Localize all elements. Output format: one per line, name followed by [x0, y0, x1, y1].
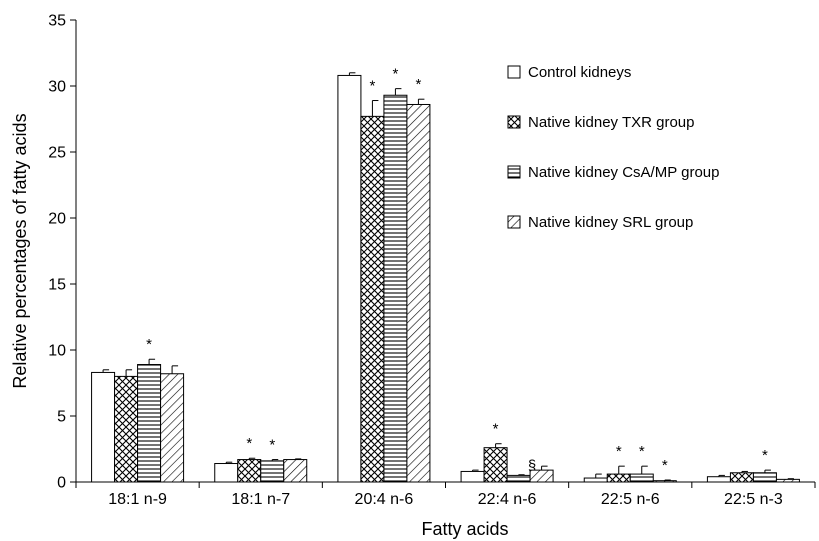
bar	[529, 469, 554, 483]
y-axis: 0 5 10 15 20 25 30 35	[48, 13, 77, 492]
significance-star: *	[392, 66, 398, 83]
significance-star: *	[246, 435, 252, 452]
legend-swatch	[507, 165, 521, 179]
legend-label: Native kidney TXR group	[528, 114, 694, 131]
bar	[260, 460, 285, 483]
bar	[360, 115, 385, 483]
legend-label: Native kidney CsA/MP group	[528, 164, 719, 181]
legend-label: Native kidney SRL group	[528, 214, 693, 231]
bar	[483, 447, 508, 483]
bar	[629, 473, 654, 483]
bar	[283, 459, 308, 483]
x-axis-title: Fatty acids	[421, 519, 508, 539]
y-tick-label: 10	[48, 343, 66, 360]
y-tick-label: 20	[48, 211, 66, 228]
significance-star: *	[616, 443, 622, 460]
bar	[606, 473, 631, 483]
significance-mark: §	[528, 457, 536, 474]
bar	[114, 375, 139, 483]
bar	[337, 74, 362, 483]
bar	[729, 472, 754, 483]
x-tick-label: 22:5 n-6	[601, 491, 660, 508]
bar	[137, 364, 162, 483]
bar	[460, 470, 485, 483]
bar	[383, 94, 408, 483]
y-tick-label: 25	[48, 145, 66, 162]
bar	[506, 474, 531, 483]
legend-swatch	[507, 115, 521, 129]
bar	[406, 103, 431, 483]
x-tick-label: 20:4 n-6	[355, 491, 414, 508]
bar	[752, 472, 777, 483]
x-tick-label: 18:1 n-9	[108, 491, 167, 508]
y-tick-label: 35	[48, 13, 66, 30]
bar	[583, 477, 608, 483]
significance-star: *	[639, 443, 645, 460]
significance-star: *	[762, 447, 768, 464]
x-tick-label: 22:4 n-6	[478, 491, 537, 508]
y-tick-label: 30	[48, 79, 66, 96]
legend: Control kidneys Native kidney TXR group Na…	[507, 64, 719, 231]
significance-star: *	[415, 76, 421, 93]
x-tick-label: 22:5 n-3	[724, 491, 783, 508]
bar	[706, 476, 731, 483]
bar	[91, 371, 116, 483]
y-axis-title: Relative percentages of fatty acids	[10, 113, 30, 388]
y-tick-label: 15	[48, 277, 66, 294]
bar	[160, 373, 185, 483]
legend-swatch	[507, 215, 521, 229]
plot-area: * * * * * * * § * * * *	[91, 66, 800, 483]
legend-swatch	[507, 65, 521, 79]
x-tick-label: 18:1 n-7	[231, 491, 290, 508]
significance-star: *	[146, 336, 152, 353]
significance-star: *	[662, 457, 668, 474]
bar	[214, 463, 239, 483]
y-tick-label: 0	[57, 475, 66, 492]
significance-star: *	[369, 78, 375, 95]
significance-star: *	[269, 437, 275, 454]
legend-label: Control kidneys	[528, 64, 631, 81]
bar	[237, 459, 262, 483]
x-axis: 18:1 n-9 18:1 n-7 20:4 n-6 22:4 n-6 22:5 n-6…	[75, 481, 816, 508]
significance-star: *	[493, 421, 499, 438]
y-tick-label: 5	[57, 409, 66, 426]
